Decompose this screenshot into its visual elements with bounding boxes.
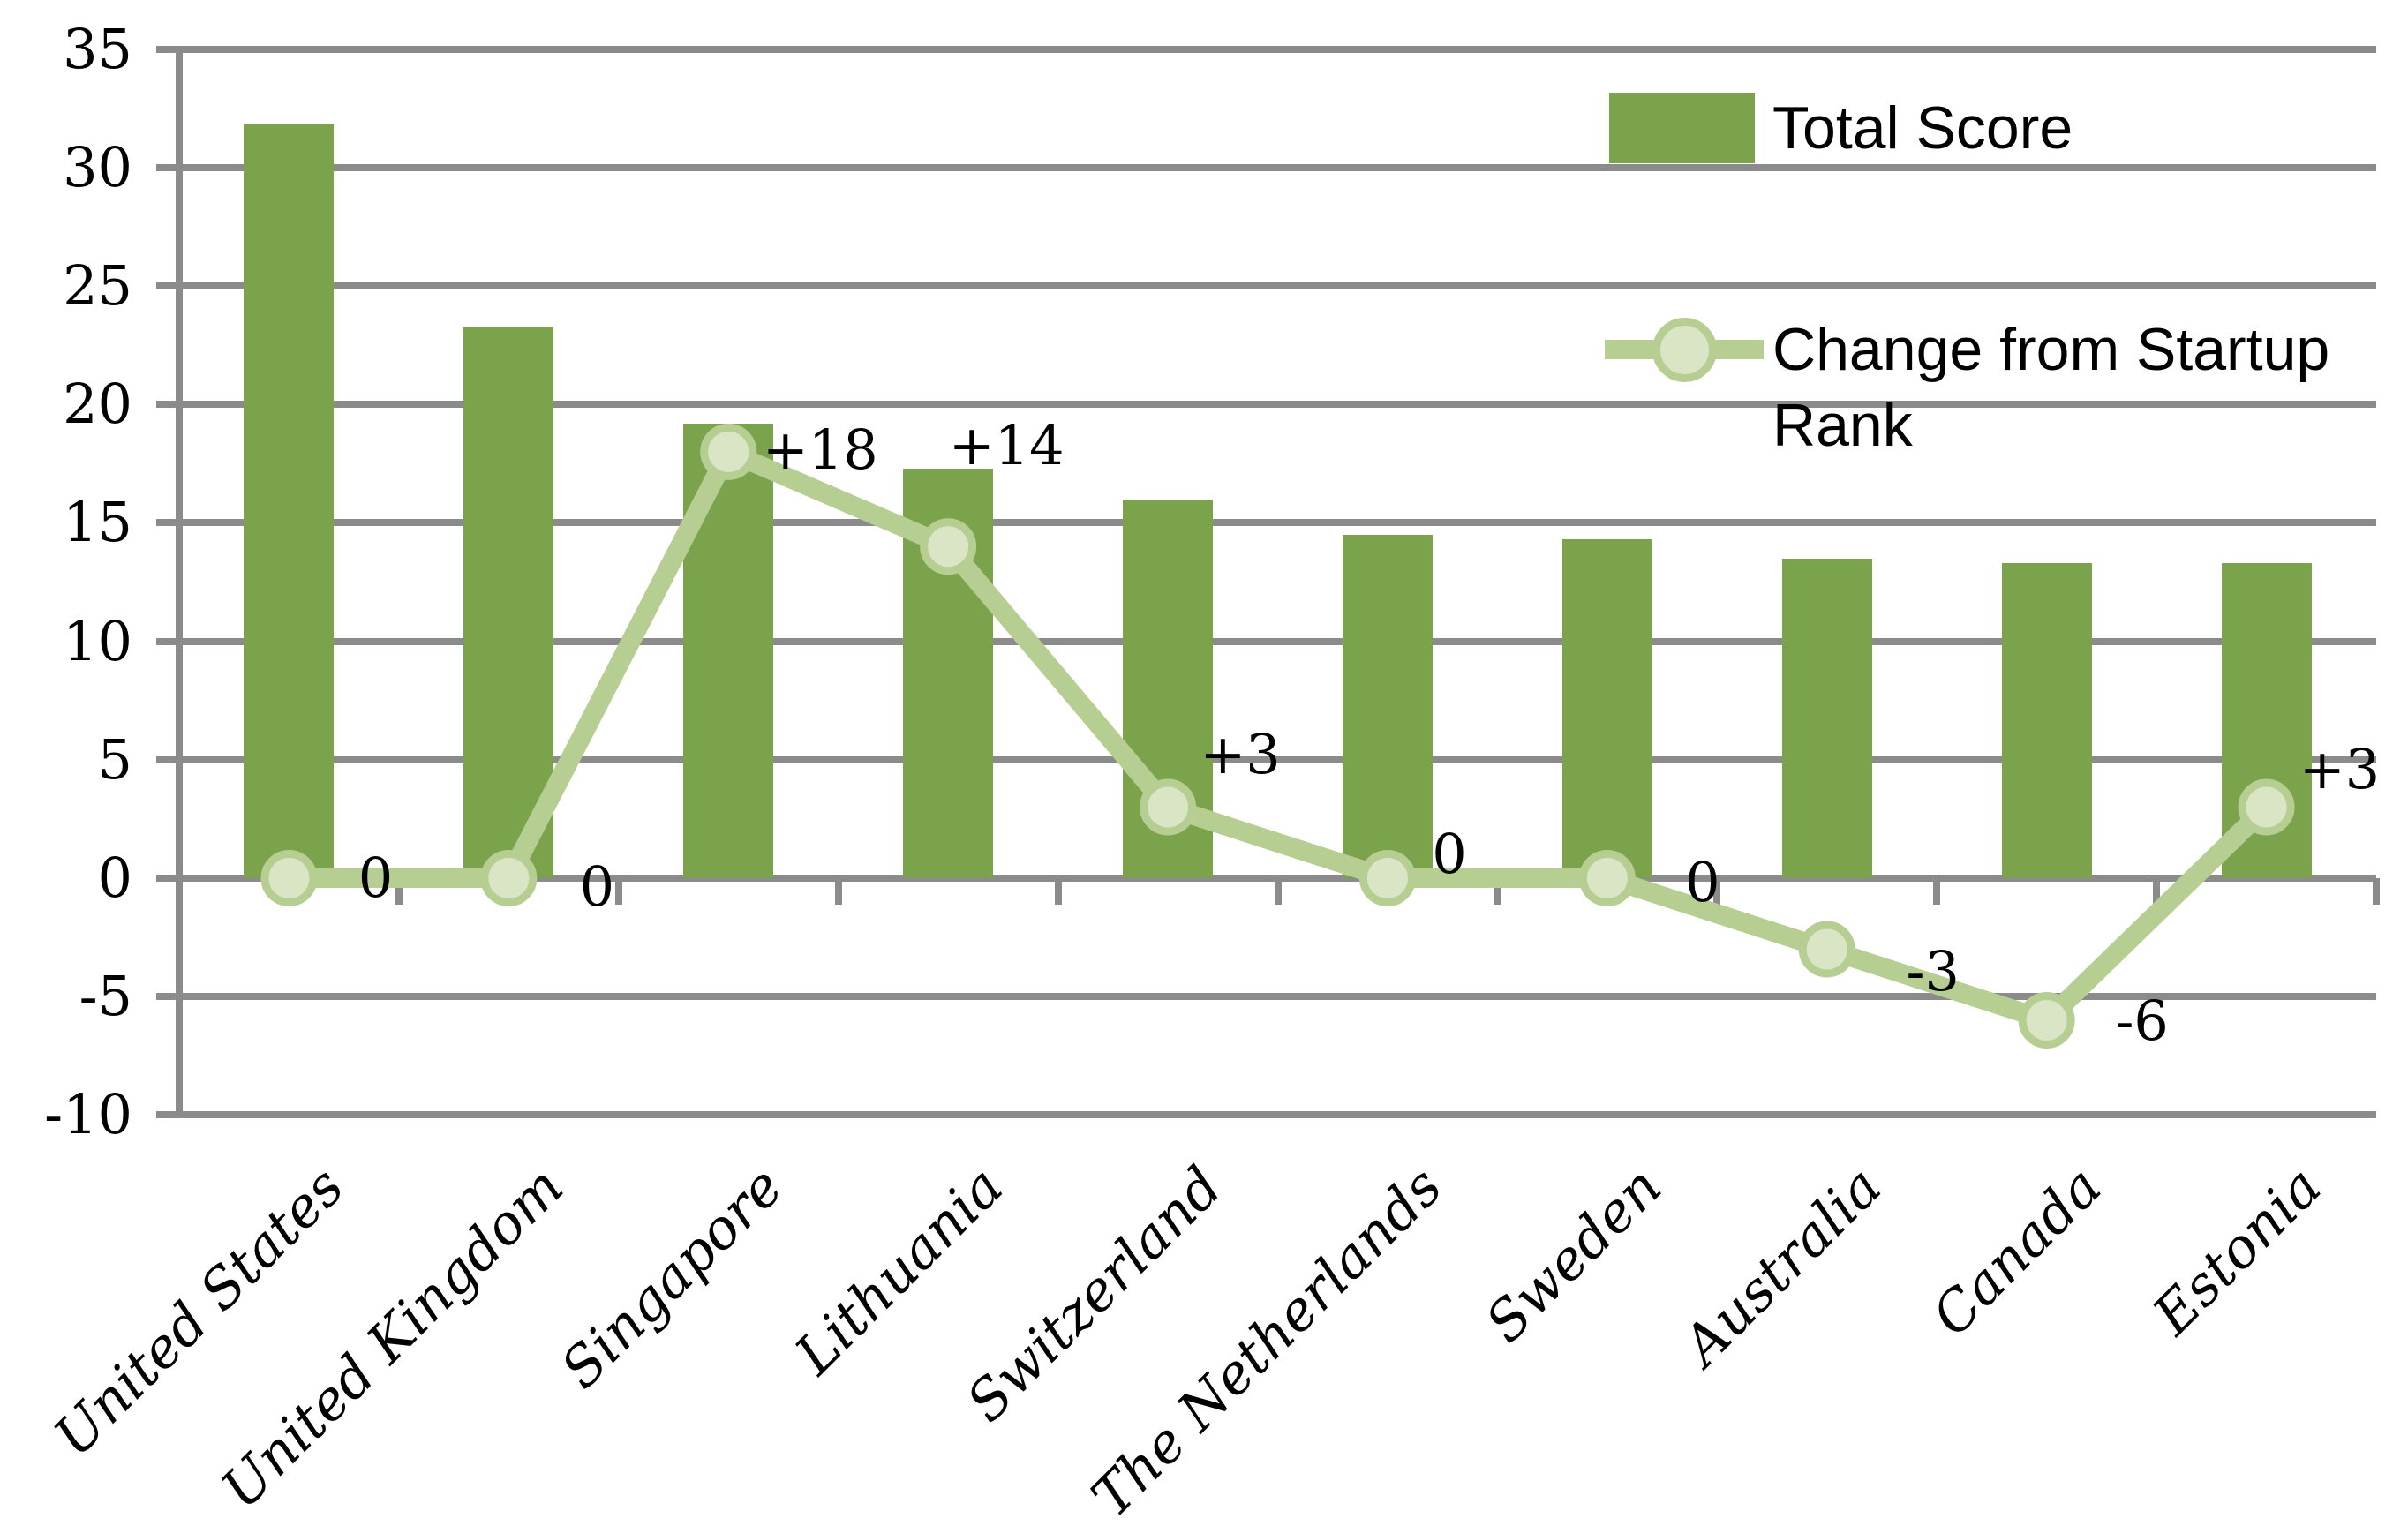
line-marker-2: [700, 423, 757, 480]
line-marker-5: [1358, 850, 1416, 906]
category-axis-tick: [614, 878, 622, 905]
line-marker-3: [920, 518, 977, 575]
y-axis-tick-label: 35: [63, 16, 132, 81]
y-axis-tick-label: 10: [63, 608, 132, 673]
bar-the-netherlands: [1342, 534, 1433, 878]
bar-united-states: [244, 124, 335, 878]
legend-bar-swatch-icon: [1609, 93, 1755, 163]
data-label: -6: [2115, 989, 2169, 1054]
bar-canada: [2001, 563, 2092, 878]
gridline: [156, 637, 2376, 645]
y-axis-tick-label: 30: [63, 134, 132, 199]
category-axis-tick: [2153, 878, 2161, 905]
gridline: [156, 993, 2376, 1001]
data-label: +14: [948, 413, 1065, 478]
line-marker-8: [2018, 992, 2075, 1049]
bar-united-kingdom: [463, 326, 554, 878]
data-label: -3: [1906, 938, 1960, 1004]
category-axis-tick: [1713, 878, 1721, 905]
gridline: [156, 1111, 2376, 1119]
legend-label-total-score: Total Score: [1772, 94, 2073, 162]
bar-sweden: [1561, 539, 1652, 878]
category-axis-tick: [1054, 878, 1062, 905]
gridline: [156, 45, 2376, 53]
gridline: [156, 282, 2376, 289]
y-axis-tick-label: 0: [97, 846, 132, 910]
category-axis-tick: [834, 878, 842, 905]
data-label: 0: [579, 854, 615, 919]
y-axis-tick-label: -10: [44, 1082, 132, 1147]
data-label: 0: [1432, 822, 1467, 886]
legend-line-marker-icon: [1652, 318, 1717, 382]
line-marker-1: [480, 850, 538, 906]
gridline: [156, 401, 2376, 409]
y-axis-tick-label: 20: [63, 372, 132, 437]
line-marker-9: [2238, 778, 2295, 836]
category-axis-tick: [1494, 878, 1501, 905]
y-axis-tick-label: 5: [97, 726, 132, 792]
gridline: [156, 163, 2376, 171]
category-axis-tick: [1274, 878, 1282, 905]
gridline: [156, 875, 2376, 882]
data-label: +3: [1200, 722, 1281, 787]
line-marker-0: [260, 850, 318, 906]
category-axis-tick: [2373, 878, 2380, 905]
y-axis-tick-label: -5: [79, 964, 132, 1029]
category-axis-tick: [1933, 878, 1941, 905]
y-axis-line: [176, 45, 183, 1119]
line-marker-4: [1140, 778, 1197, 836]
change-line: [289, 441, 2274, 1031]
data-label: +3: [2299, 737, 2381, 802]
data-label: 0: [357, 846, 394, 910]
bar-australia: [1781, 558, 1872, 878]
line-marker-6: [1578, 850, 1636, 906]
gridline: [156, 519, 2376, 527]
data-label: +18: [762, 417, 878, 482]
category-axis-tick: [395, 878, 403, 905]
gridline: [156, 755, 2376, 763]
y-axis-tick-label: 15: [63, 490, 132, 555]
data-label: 0: [1685, 850, 1720, 914]
legend-label-change-from-startup-rank: Change from Startup Rank: [1772, 316, 2330, 459]
y-axis-tick-label: 25: [63, 253, 132, 318]
line-marker-7: [1798, 921, 1855, 978]
category-axis-tick: [176, 878, 183, 905]
